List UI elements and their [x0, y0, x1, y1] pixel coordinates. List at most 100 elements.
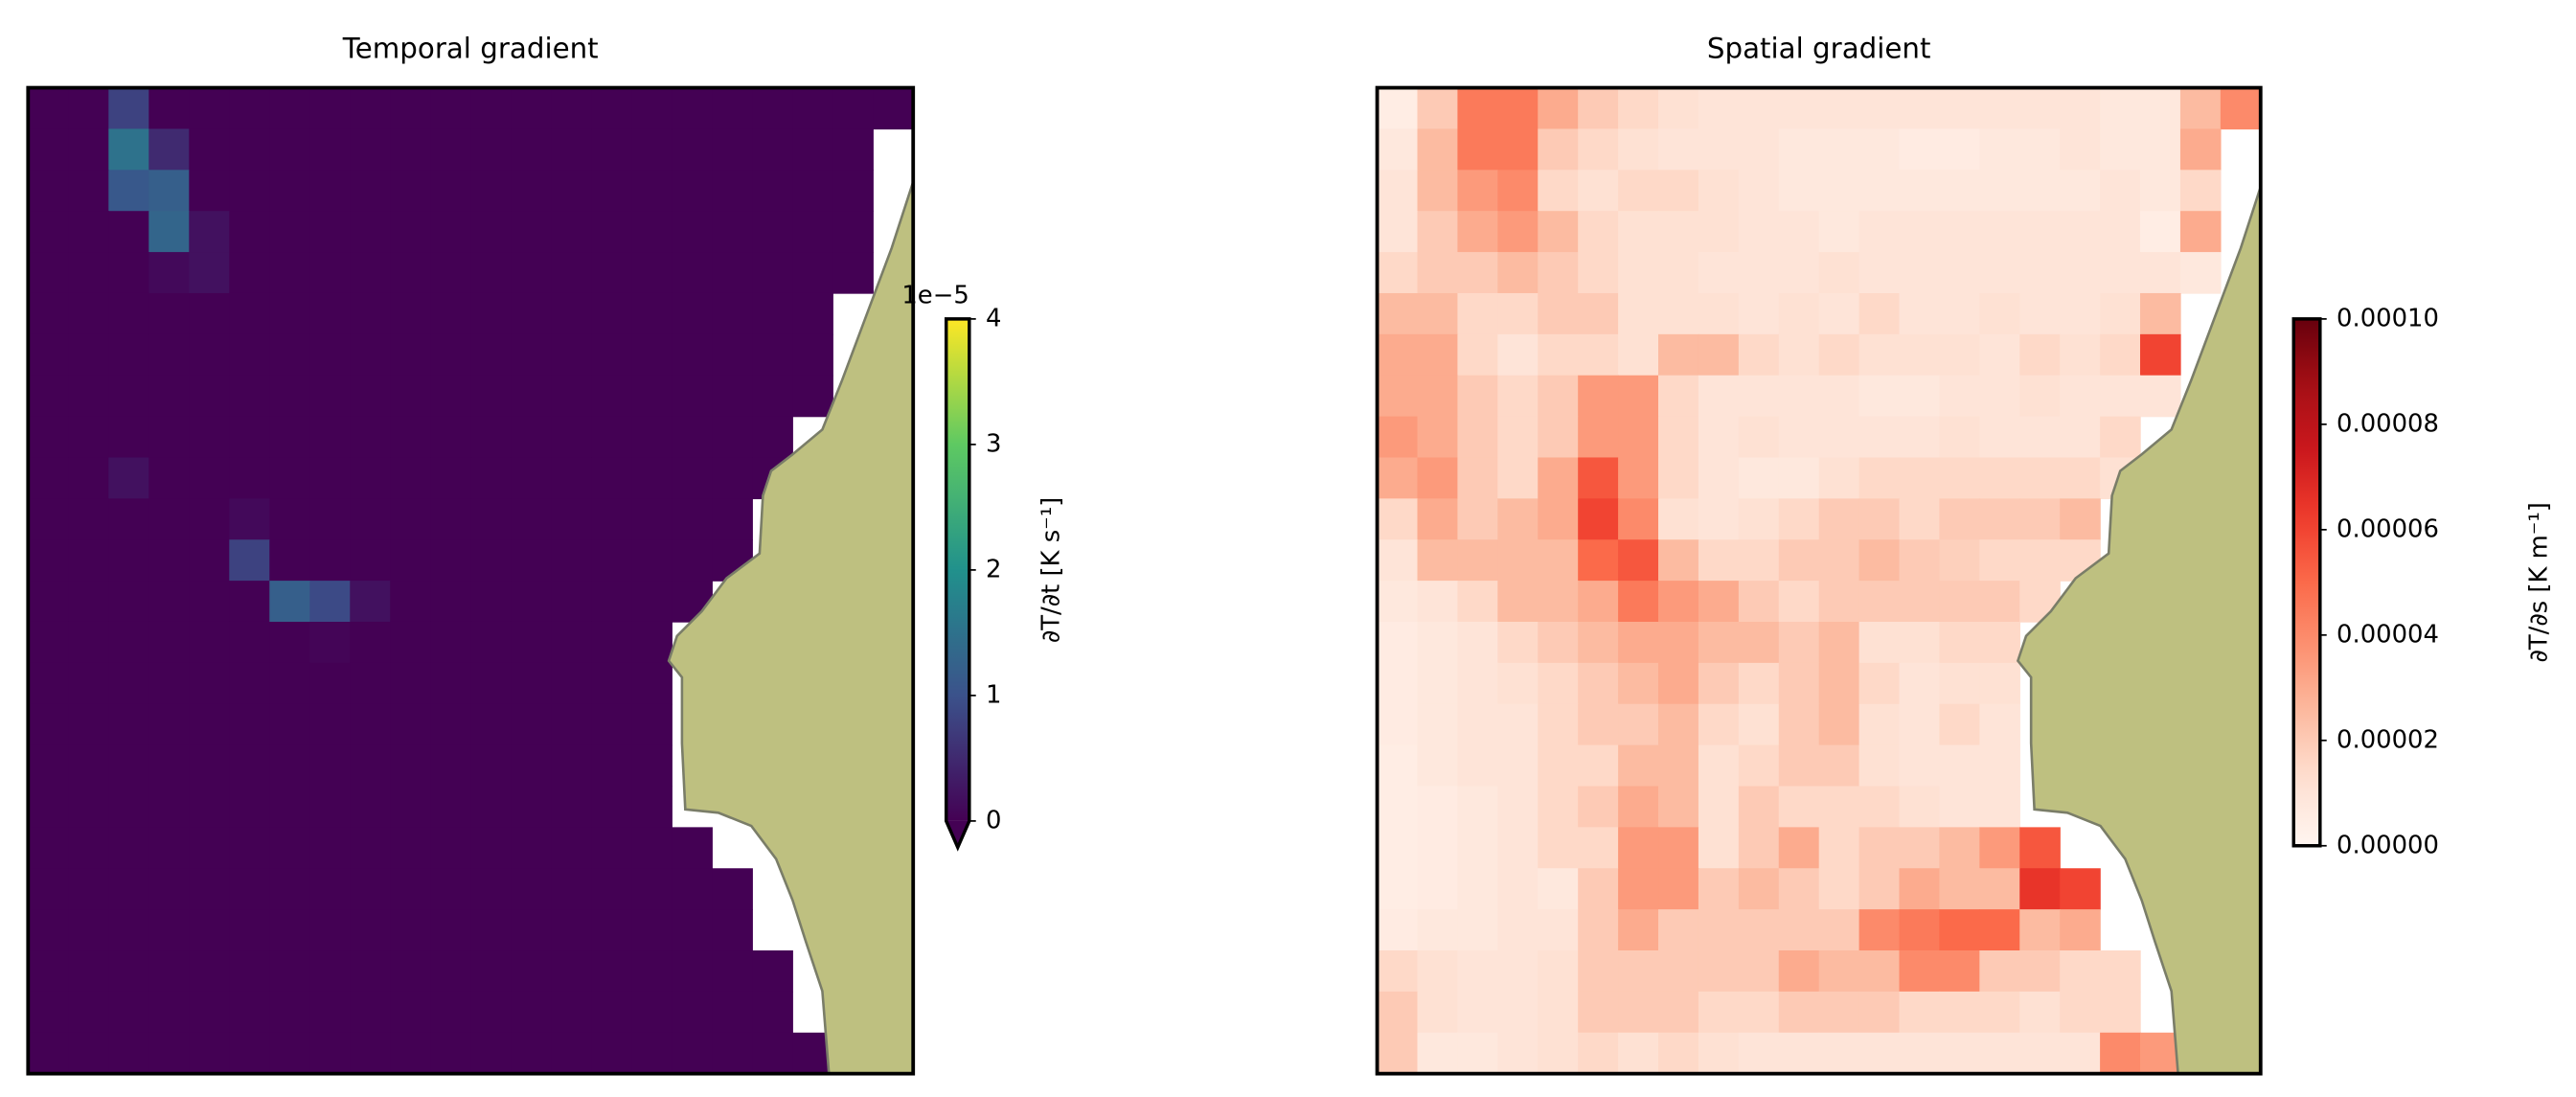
heatmap-cell — [1457, 539, 1499, 582]
heatmap-cell — [1818, 662, 1860, 705]
colorbar-tick-label: 0.00002 — [2337, 725, 2439, 754]
heatmap-cell — [551, 292, 592, 335]
heatmap-cell — [1417, 211, 1459, 253]
heatmap-cell — [1658, 498, 1699, 540]
heatmap-cell — [350, 662, 391, 705]
heatmap-cell — [1899, 539, 1941, 582]
heatmap-cell — [470, 498, 512, 540]
heatmap-cell — [1858, 950, 1901, 993]
heatmap-cell — [631, 1032, 672, 1075]
heatmap-cell — [189, 991, 230, 1034]
heatmap-cell — [269, 703, 310, 746]
heatmap-cell — [631, 333, 672, 377]
heatmap-cell — [631, 539, 672, 582]
heatmap-cell — [148, 909, 190, 951]
heatmap-cell — [2100, 1032, 2141, 1075]
heatmap-cell — [189, 211, 230, 253]
heatmap-cell — [591, 211, 632, 253]
heatmap-cell — [1658, 827, 1699, 869]
heatmap-cell — [1939, 333, 1981, 377]
heatmap-cell — [229, 211, 270, 253]
heatmap-cell — [1578, 252, 1619, 294]
heatmap-cell — [470, 703, 512, 746]
heatmap-cell — [631, 87, 672, 130]
heatmap-cell — [631, 375, 672, 418]
heatmap-cell — [350, 950, 391, 993]
heatmap-cell — [551, 868, 592, 910]
heatmap-cell — [1417, 375, 1459, 418]
heatmap-cell — [832, 170, 874, 212]
heatmap-cell — [1377, 868, 1419, 910]
heatmap-cell — [631, 991, 672, 1034]
heatmap-cell — [229, 581, 270, 623]
heatmap-cell — [2019, 498, 2061, 540]
heatmap-cell — [631, 252, 672, 294]
heatmap-cell — [1377, 87, 1419, 130]
heatmap-cell — [1497, 744, 1539, 788]
heatmap-cell — [591, 1032, 632, 1075]
heatmap-cell — [1979, 87, 2020, 130]
heatmap-cell — [2019, 170, 2061, 212]
heatmap-cell — [591, 170, 632, 212]
heatmap-cell — [631, 581, 672, 623]
heatmap-cell — [430, 703, 471, 746]
heatmap-cell — [511, 375, 552, 418]
heatmap-cell — [430, 292, 471, 335]
heatmap-cell — [1818, 621, 1860, 664]
heatmap-cell — [2019, 292, 2061, 335]
heatmap-cell — [1618, 333, 1659, 377]
heatmap-cell — [68, 416, 109, 459]
heatmap-cell — [1698, 211, 1740, 253]
heatmap-cell — [1658, 744, 1699, 788]
heatmap-cell — [1939, 211, 1981, 253]
heatmap-cell — [350, 211, 391, 253]
heatmap-cell — [631, 170, 672, 212]
heatmap-cell — [1417, 786, 1459, 829]
heatmap-cell — [712, 87, 753, 130]
heatmap-cell — [511, 786, 552, 829]
heatmap-cell — [1818, 498, 1860, 540]
heatmap-cell — [1538, 621, 1579, 664]
heatmap-cell — [2100, 87, 2141, 130]
heatmap-cell — [350, 375, 391, 418]
heatmap-cell — [1618, 621, 1659, 664]
heatmap-cell — [1778, 827, 1820, 869]
heatmap-cell — [1457, 498, 1499, 540]
heatmap-cell — [1538, 498, 1579, 540]
heatmap-cell — [189, 128, 230, 171]
heatmap-cell — [1618, 211, 1659, 253]
heatmap-cell — [1658, 786, 1699, 829]
heatmap-cell — [1377, 416, 1419, 459]
heatmap-cell — [28, 703, 69, 746]
heatmap-cell — [390, 621, 431, 664]
heatmap-cell — [551, 252, 592, 294]
heatmap-cell — [68, 703, 109, 746]
heatmap-cell — [1899, 128, 1941, 171]
heatmap-cell — [2100, 416, 2141, 459]
heatmap-cell — [591, 252, 632, 294]
heatmap-cell — [269, 457, 310, 500]
heatmap-cell — [1698, 909, 1740, 951]
heatmap-cell — [591, 581, 632, 623]
heatmap-cell — [148, 621, 190, 664]
heatmap-cell — [1578, 457, 1619, 500]
heatmap-cell — [631, 498, 672, 540]
heatmap-cell — [350, 128, 391, 171]
heatmap-cell — [792, 87, 833, 130]
heatmap-cell — [1979, 744, 2020, 788]
heatmap-cell — [269, 170, 310, 212]
heatmap-cell — [551, 744, 592, 788]
heatmap-cell — [430, 128, 471, 171]
heatmap-cell — [1618, 170, 1659, 212]
heatmap-cell — [551, 128, 592, 171]
heatmap-cell — [309, 662, 351, 705]
heatmap-cell — [712, 416, 753, 459]
heatmap-cell — [1899, 909, 1941, 951]
heatmap-cell — [430, 211, 471, 253]
heatmap-cell — [108, 703, 149, 746]
heatmap-cell — [1618, 909, 1659, 951]
heatmap-cell — [1658, 128, 1699, 171]
heatmap-cell — [68, 991, 109, 1034]
heatmap-cell — [1417, 621, 1459, 664]
heatmap-cell — [229, 909, 270, 951]
